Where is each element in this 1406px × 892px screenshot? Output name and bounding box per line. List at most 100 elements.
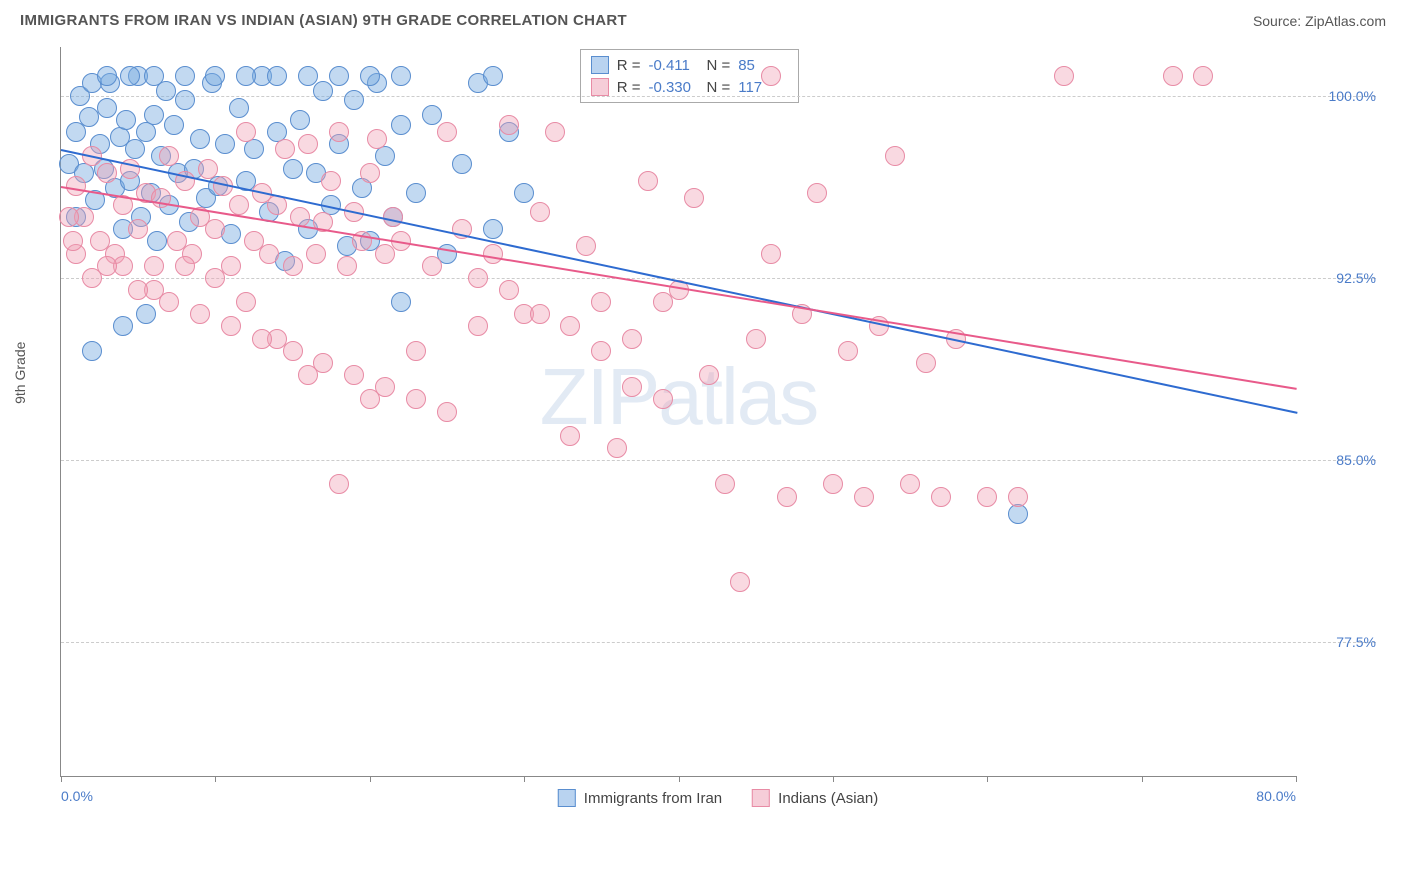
- scatter-point: [560, 426, 580, 446]
- scatter-point: [977, 487, 997, 507]
- x-tick: [215, 776, 216, 782]
- scatter-point: [344, 90, 364, 110]
- scatter-point: [97, 66, 117, 86]
- scatter-point: [190, 129, 210, 149]
- scatter-point: [205, 219, 225, 239]
- scatter-point: [622, 377, 642, 397]
- scatter-point: [175, 66, 195, 86]
- scatter-point: [97, 256, 117, 276]
- scatter-point: [560, 316, 580, 336]
- legend-swatch: [752, 789, 770, 807]
- stat-n-label: N =: [706, 79, 730, 96]
- x-tick: [61, 776, 62, 782]
- scatter-point: [931, 487, 951, 507]
- scatter-point: [406, 341, 426, 361]
- scatter-point: [1008, 504, 1028, 524]
- scatter-point: [164, 115, 184, 135]
- scatter-point: [885, 146, 905, 166]
- scatter-point: [120, 66, 140, 86]
- scatter-point: [321, 171, 341, 191]
- scatter-point: [128, 280, 148, 300]
- scatter-point: [391, 115, 411, 135]
- scatter-point: [422, 256, 442, 276]
- scatter-point: [144, 66, 164, 86]
- scatter-point: [205, 268, 225, 288]
- bottom-legend: Immigrants from Iran Indians (Asian): [558, 789, 878, 807]
- x-tick: [524, 776, 525, 782]
- scatter-point: [298, 66, 318, 86]
- scatter-point: [823, 474, 843, 494]
- scatter-point: [715, 474, 735, 494]
- scatter-point: [838, 341, 858, 361]
- scatter-point: [367, 129, 387, 149]
- scatter-point: [344, 365, 364, 385]
- scatter-point: [259, 244, 279, 264]
- scatter-point: [329, 66, 349, 86]
- stat-r-value: -0.411: [648, 57, 698, 74]
- x-tick-label: 80.0%: [1256, 788, 1296, 804]
- stat-r-label: R =: [617, 57, 641, 74]
- scatter-point: [97, 98, 117, 118]
- scatter-point: [406, 389, 426, 409]
- scatter-point: [360, 163, 380, 183]
- chart-container: 9th Grade ZIPatlas R =-0.411N =85R =-0.3…: [50, 37, 1386, 817]
- legend-swatch: [591, 56, 609, 74]
- legend-label: Indians (Asian): [778, 790, 878, 807]
- scatter-point: [499, 115, 519, 135]
- grid-line: [61, 96, 1376, 97]
- scatter-point: [437, 402, 457, 422]
- plot-area: ZIPatlas R =-0.411N =85R =-0.330N =117 7…: [60, 47, 1296, 777]
- x-tick: [1142, 776, 1143, 782]
- scatter-point: [97, 163, 117, 183]
- scatter-point: [591, 341, 611, 361]
- legend-item: Indians (Asian): [752, 789, 878, 807]
- x-tick: [1296, 776, 1297, 782]
- scatter-point: [406, 183, 426, 203]
- scatter-point: [236, 122, 256, 142]
- x-tick-label: 0.0%: [61, 788, 93, 804]
- scatter-point: [159, 292, 179, 312]
- scatter-point: [437, 122, 457, 142]
- scatter-point: [591, 292, 611, 312]
- scatter-point: [576, 236, 596, 256]
- scatter-point: [329, 474, 349, 494]
- scatter-point: [1193, 66, 1213, 86]
- stats-legend-row: R =-0.411N =85: [591, 54, 789, 76]
- scatter-point: [283, 341, 303, 361]
- chart-title: IMMIGRANTS FROM IRAN VS INDIAN (ASIAN) 9…: [20, 12, 627, 29]
- scatter-point: [329, 122, 349, 142]
- scatter-point: [900, 474, 920, 494]
- scatter-point: [337, 256, 357, 276]
- scatter-point: [175, 90, 195, 110]
- scatter-point: [215, 134, 235, 154]
- scatter-point: [229, 195, 249, 215]
- scatter-point: [66, 176, 86, 196]
- scatter-point: [777, 487, 797, 507]
- scatter-point: [125, 139, 145, 159]
- scatter-point: [375, 146, 395, 166]
- grid-line: [61, 278, 1376, 279]
- scatter-point: [761, 244, 781, 264]
- scatter-point: [530, 304, 550, 324]
- scatter-point: [360, 66, 380, 86]
- scatter-point: [306, 244, 326, 264]
- chart-header: IMMIGRANTS FROM IRAN VS INDIAN (ASIAN) 9…: [0, 0, 1406, 37]
- scatter-point: [699, 365, 719, 385]
- stat-r-label: R =: [617, 79, 641, 96]
- scatter-point: [807, 183, 827, 203]
- stat-n-label: N =: [706, 57, 730, 74]
- legend-swatch: [591, 78, 609, 96]
- scatter-point: [229, 98, 249, 118]
- scatter-point: [205, 66, 225, 86]
- grid-line: [61, 642, 1376, 643]
- scatter-point: [483, 244, 503, 264]
- scatter-point: [483, 66, 503, 86]
- y-tick-label: 85.0%: [1306, 452, 1376, 468]
- scatter-point: [622, 329, 642, 349]
- legend-swatch: [558, 789, 576, 807]
- scatter-point: [244, 139, 264, 159]
- legend-label: Immigrants from Iran: [584, 790, 722, 807]
- scatter-point: [79, 107, 99, 127]
- scatter-point: [144, 105, 164, 125]
- scatter-point: [638, 171, 658, 191]
